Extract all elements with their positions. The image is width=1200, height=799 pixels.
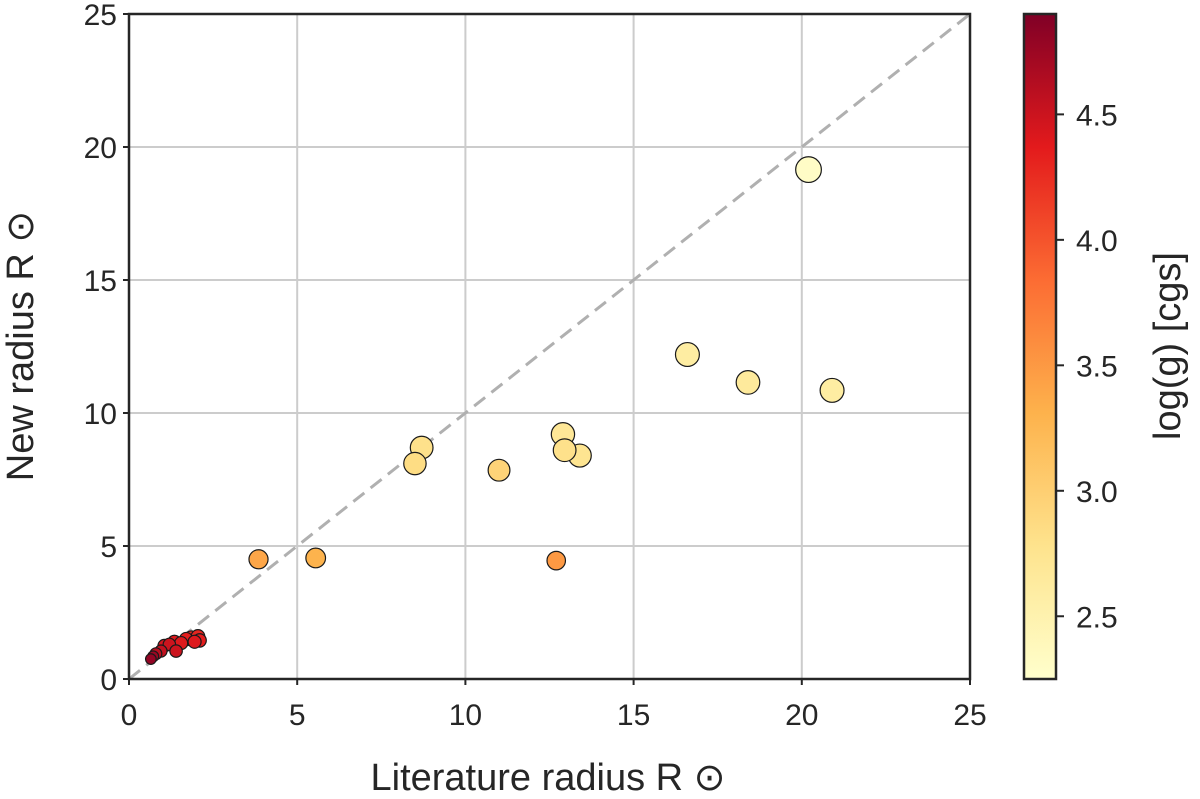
x-tick-label: 20 bbox=[785, 699, 818, 732]
data-point bbox=[735, 370, 761, 395]
x-tick-label: 5 bbox=[289, 699, 306, 732]
y-tick-label: 15 bbox=[84, 265, 117, 298]
x-axis-label: Literature radius R ⊙ bbox=[371, 757, 726, 799]
data-point bbox=[552, 438, 577, 463]
x-tick-label: 15 bbox=[617, 699, 650, 732]
colorbar-tick-label: 3.0 bbox=[1076, 476, 1118, 509]
data-point bbox=[487, 458, 511, 482]
colorbar bbox=[1022, 12, 1058, 681]
data-point bbox=[144, 653, 157, 665]
y-tick-label: 10 bbox=[84, 398, 117, 431]
data-point bbox=[169, 644, 183, 658]
data-point bbox=[187, 634, 202, 649]
colorbar-tick-label: 4.5 bbox=[1076, 99, 1118, 132]
x-axis-ticks: 0 5 10 15 20 25 bbox=[121, 679, 987, 732]
colorbar-label: log(g) [cgs] bbox=[1147, 252, 1189, 440]
identity-reference-line bbox=[128, 12, 971, 681]
data-point bbox=[819, 377, 845, 403]
x-tick-label: 0 bbox=[121, 699, 138, 732]
y-axis-label: New radius R ⊙ bbox=[0, 211, 42, 481]
data-points bbox=[144, 156, 845, 665]
y-tick-label: 25 bbox=[84, 0, 117, 32]
plot-frame bbox=[127, 12, 972, 681]
colorbar-tick-label: 4.0 bbox=[1076, 225, 1118, 258]
data-point bbox=[795, 156, 822, 184]
data-point bbox=[305, 547, 327, 569]
x-tick-label: 10 bbox=[449, 699, 482, 732]
y-axis-ticks: 0 5 10 15 20 25 bbox=[84, 0, 129, 697]
data-point bbox=[248, 549, 269, 570]
y-tick-label: 5 bbox=[100, 531, 117, 564]
data-point bbox=[546, 550, 567, 571]
y-tick-label: 0 bbox=[100, 664, 117, 697]
colorbar-tick-label: 2.5 bbox=[1076, 601, 1118, 634]
data-point bbox=[674, 341, 700, 368]
x-tick-label: 25 bbox=[953, 699, 986, 732]
colorbar-ticks: 2.5 3.0 3.5 4.0 4.5 bbox=[1056, 99, 1118, 634]
colorbar-tick-label: 3.5 bbox=[1076, 350, 1118, 383]
y-tick-label: 20 bbox=[84, 132, 117, 165]
data-point bbox=[403, 451, 427, 476]
